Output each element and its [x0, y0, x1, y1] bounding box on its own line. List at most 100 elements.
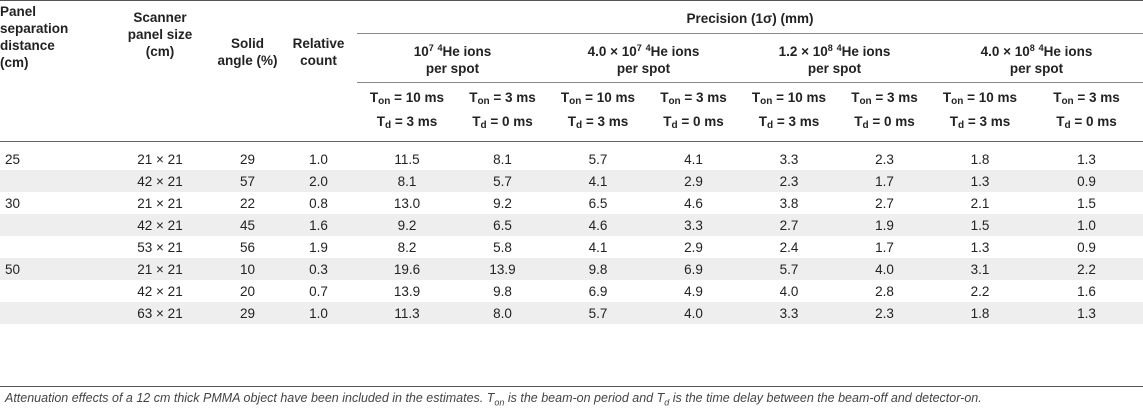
table-row: 42 × 21 20 0.7 13.9 9.8 6.9 4.9 4.0 2.8 2.2 1.6: [0, 280, 1143, 302]
table-cell: 0.7: [309, 283, 328, 299]
header-row-timing: Ton = 10 ms Td = 3 ms Ton = 3 ms Td = 0 ms T…: [0, 83, 1143, 142]
table-cell: 5.7: [457, 170, 548, 192]
timing-header-3-a: Ton = 10 ms Td = 3 ms: [751, 90, 827, 131]
table-cell: 4.0: [779, 283, 799, 299]
table-cell: 2.9: [684, 239, 703, 255]
table-cell: 2.8: [875, 283, 894, 299]
table-cell: 19.6: [357, 258, 457, 280]
table-cell: 1.8: [970, 151, 990, 167]
table-cell: [0, 280, 105, 302]
table-cell: 9.8: [493, 283, 512, 299]
table-cell: 11.5: [394, 151, 420, 167]
table-cell: 1.6: [280, 214, 357, 236]
table-cell: 8.2: [397, 239, 417, 255]
table-cell: 25: [5, 151, 21, 167]
table-row: 42 × 21 45 1.6 9.2 6.5 4.6 3.3 2.7 1.9 1.5 1.0: [0, 214, 1143, 236]
table-cell: 0.9: [1030, 170, 1143, 192]
table-cell: 21 × 21: [137, 151, 183, 167]
timing-header-3-b: Ton = 3 ms Td = 0 ms: [851, 90, 918, 131]
table-cell: 2.3: [839, 302, 930, 324]
table-cell: 0.8: [309, 195, 328, 211]
table-cell: 42 × 21: [137, 283, 183, 299]
timing-header-2-b: Ton = 3 ms Td = 0 ms: [660, 90, 727, 131]
table-cell: 0.3: [280, 258, 357, 280]
ion-group-header-2: 4.0 × 107 4He ions per spot: [548, 33, 739, 83]
table-row: 63 × 21 29 1.0 11.3 8.0 5.7 4.0 3.3 2.3 1.8 1.3: [0, 302, 1143, 324]
table-cell: 6.5: [588, 195, 608, 211]
table-cell: 9.8: [548, 258, 648, 280]
table-cell: 8.1: [493, 151, 512, 167]
table-footnote: Attenuation effects of a 12 cm thick PMM…: [5, 391, 982, 408]
table-cell: [0, 236, 105, 258]
table-cell: 53 × 21: [137, 239, 183, 255]
timing-header-4-a: Ton = 10 ms Td = 3 ms: [942, 90, 1018, 131]
table-cell: 4.0: [648, 302, 739, 324]
table-cell: 11.3: [357, 302, 457, 324]
table-cell: 57: [215, 170, 280, 192]
table-cell: 2.2: [1030, 258, 1143, 280]
table-cell: 1.8: [930, 302, 1030, 324]
table-cell: 5.7: [548, 302, 648, 324]
table-cell: 1.5: [930, 214, 1030, 236]
ion-group-header-3: 1.2 × 108 4He ions per spot: [739, 33, 930, 83]
table-cell: 4.1: [684, 151, 703, 167]
table-cell: 22: [239, 195, 256, 211]
table-cell: [0, 214, 105, 236]
table-cell: 9.2: [493, 195, 512, 211]
table-row: 42 × 21 57 2.0 8.1 5.7 4.1 2.9 2.3 1.7 1.3 0.9: [0, 170, 1143, 192]
table-cell: 30: [5, 195, 21, 211]
table-cell: 56: [239, 239, 256, 255]
col-header-scanner-size: Scanner panel size (cm): [127, 10, 193, 59]
precision-table: Panel separation distance (cm) Scanner panel…: [0, 0, 1143, 324]
header-row-2: 107 4He ions per spot 4.0 × 107 4He ions…: [0, 33, 1143, 83]
table-cell: 29: [215, 302, 280, 324]
bottom-rule: [0, 386, 1143, 387]
timing-header-2-a: Ton = 10 ms Td = 3 ms: [560, 90, 636, 131]
table-cell: 5.8: [493, 239, 512, 255]
table-cell: 6.9: [588, 283, 608, 299]
table-cell: 2.9: [648, 170, 739, 192]
table-cell: 42 × 21: [105, 214, 215, 236]
table-cell: 2.3: [739, 170, 839, 192]
table-cell: 1.0: [309, 151, 328, 167]
table-cell: 20: [239, 283, 256, 299]
table-cell: 13.0: [393, 195, 421, 211]
table-row: 25 21 × 21 29 1.0 11.5 8.1 5.7 4.1 3.3 2.3 1.8 1.3: [0, 148, 1143, 170]
header-row-1: Panel separation distance (cm) Scanner panel…: [0, 3, 1143, 70]
table-cell: 0.9: [1077, 239, 1096, 255]
table-cell: [0, 302, 105, 324]
table-cell: 2.7: [875, 195, 894, 211]
table-cell: 50: [0, 258, 105, 280]
table-cell: 10: [215, 258, 280, 280]
col-header-relative-count: Relative count: [292, 36, 345, 68]
table-cell: 2.1: [970, 195, 990, 211]
precision-group-header: Precision (1σ) (mm): [357, 3, 1143, 34]
table-cell: 3.3: [739, 302, 839, 324]
table-cell: 8.0: [457, 302, 548, 324]
header-rule: [0, 141, 1143, 142]
ion-group-header-1: 107 4He ions per spot: [357, 33, 548, 83]
timing-header-1-b: Ton = 3 ms Td = 0 ms: [469, 90, 536, 131]
table-cell: 4.6: [684, 195, 703, 211]
table-cell: 3.1: [930, 258, 1030, 280]
table-cell: 2.4: [779, 239, 799, 255]
table-cell: 2.2: [970, 283, 990, 299]
top-rule: [0, 0, 1143, 3]
table-cell: 1.3: [1030, 302, 1143, 324]
table-cell: 3.3: [648, 214, 739, 236]
timing-header-1-a: Ton = 10 ms Td = 3 ms: [369, 90, 445, 131]
table-cell: 21 × 21: [137, 195, 183, 211]
table-cell: 4.1: [588, 239, 608, 255]
table-cell: 1.3: [930, 170, 1030, 192]
table-cell: 1.5: [1077, 195, 1096, 211]
table-row: 30 21 × 21 22 0.8 13.0 9.2 6.5 4.6 3.8 2.7 2.1 1.5: [0, 192, 1143, 214]
table-cell: 1.7: [875, 239, 894, 255]
table-cell: 1.7: [839, 170, 930, 192]
table-cell: 3.8: [779, 195, 799, 211]
col-header-solid-angle: Solid angle (%): [217, 36, 278, 68]
ion-group-header-4: 4.0 × 108 4He ions per spot: [930, 33, 1143, 83]
data-table-container: Panel separation distance (cm) Scanner panel…: [0, 0, 1143, 324]
table-cell: 2.0: [280, 170, 357, 192]
table-cell: 2.3: [875, 151, 894, 167]
table-cell: 6.5: [457, 214, 548, 236]
